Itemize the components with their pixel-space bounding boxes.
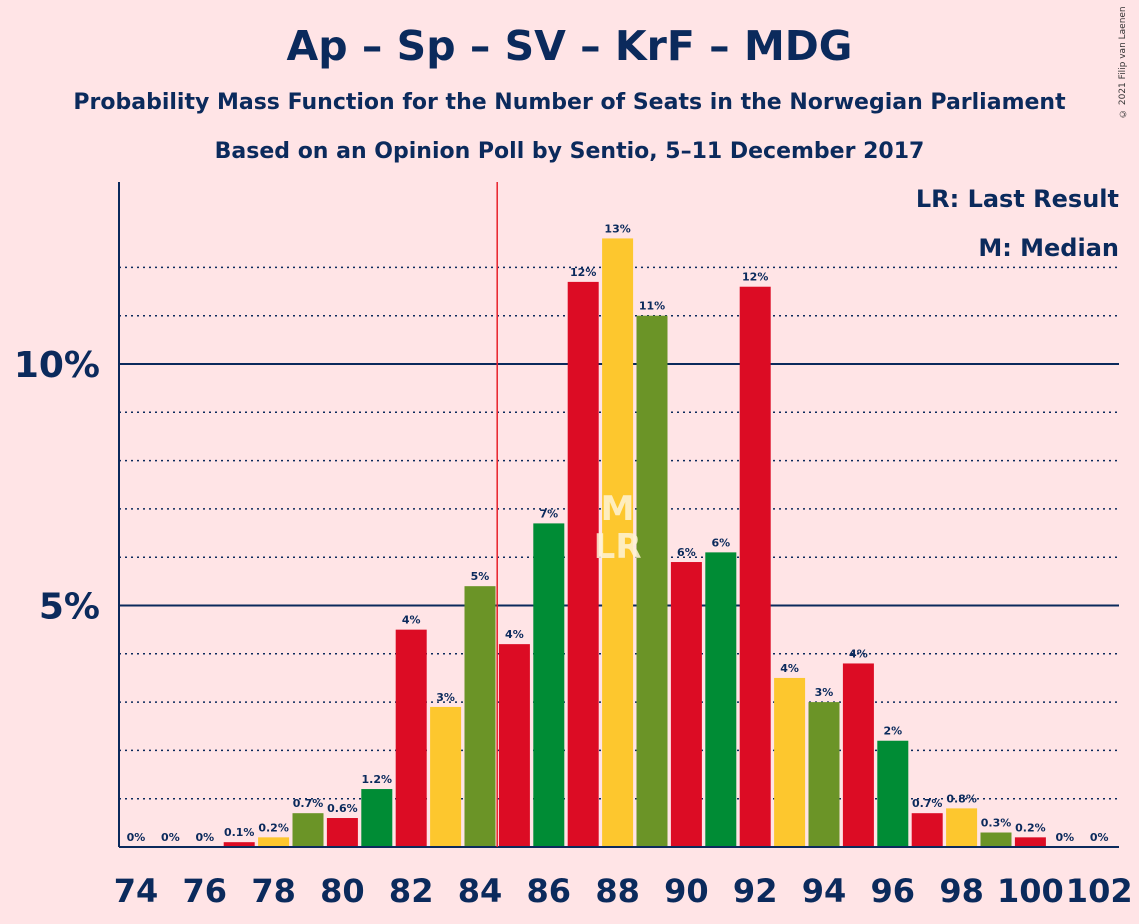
bar-seat-87: [567, 281, 599, 847]
bar-seat-94: [808, 702, 840, 847]
bar-seat-95: [842, 663, 874, 847]
bar-seat-86: [533, 523, 565, 847]
x-tick-label: 92: [733, 872, 778, 910]
bar-label-seat-79: 0.7%: [293, 797, 324, 810]
legend-last-result: LR: Last Result: [915, 185, 1119, 213]
x-tick-label: 76: [183, 872, 228, 910]
bar-seat-83: [430, 706, 462, 847]
chart-title: Ap – Sp – SV – KrF – MDG: [286, 22, 853, 70]
bar-value-labels: 0% 0% 0% 0.1% 0.2%0.7% 0.6%1.2%4%3%5%4%7%12%1…: [127, 222, 1109, 844]
bar-label-seat-78: 0.2%: [258, 821, 289, 834]
bar-seat-100: [1014, 837, 1046, 847]
y-tick-label: 5%: [39, 587, 100, 628]
bar-seat-84: [464, 586, 496, 847]
bar-seat-99: [980, 832, 1012, 847]
bar-seat-91: [705, 552, 737, 847]
bar-label-seat-98: 0.8%: [946, 792, 977, 805]
bar-label-seat-85: 4%: [505, 628, 524, 641]
bar-label-seat-80: 0.6%: [327, 802, 358, 815]
x-tick-label: 84: [458, 872, 503, 910]
bar-seat-89: [636, 315, 668, 847]
bar-seat-85: [498, 644, 530, 847]
x-tick-label: 102: [1066, 872, 1133, 910]
bars: [223, 238, 1046, 848]
bar-seat-82: [395, 629, 427, 847]
y-tick-label: 10%: [14, 345, 100, 386]
bar-label-seat-86: 7%: [539, 507, 558, 520]
bar-seat-79: [292, 813, 324, 847]
bar-label-seat-94: 3%: [815, 686, 834, 699]
bar-label-seat-92: 12%: [742, 271, 768, 284]
bar-label-seat-96: 2%: [883, 725, 902, 738]
bar-label-seat-99: 0.3%: [981, 817, 1012, 830]
x-tick-label: 82: [389, 872, 434, 910]
bar-label-seat-97: 0.7%: [912, 797, 943, 810]
median-marker: M: [601, 489, 635, 529]
bar-label-seat-83: 3%: [436, 691, 455, 704]
x-tick-label: 88: [595, 872, 640, 910]
bar-label-seat-74: 0%: [127, 831, 146, 844]
bar-label-seat-95: 4%: [849, 647, 868, 660]
bar-label-seat-88: 13%: [604, 222, 630, 235]
x-tick-label: 86: [527, 872, 572, 910]
axes: [118, 182, 1119, 848]
bar-seat-92: [739, 286, 771, 848]
x-tick-label: 74: [114, 872, 159, 910]
bar-seat-78: [258, 837, 290, 847]
bar-label-seat-90: 6%: [677, 546, 696, 559]
bar-label-seat-76: 0%: [195, 831, 214, 844]
bar-seat-97: [911, 813, 943, 847]
x-tick-label: 94: [802, 872, 847, 910]
legend-median: M: Median: [978, 234, 1119, 262]
tick-labels: 5% 10% 74 76 78 80 82 84 86 88 90 92 94 96 98 100 102: [14, 345, 1133, 910]
bar-label-seat-102: 0%: [1090, 831, 1109, 844]
x-tick-label: 80: [320, 872, 365, 910]
chart-source-line: Based on an Opinion Poll by Sentio, 5–11…: [214, 139, 925, 164]
bar-seat-90: [670, 562, 702, 847]
median-last-result-markers: MLR: [496, 182, 642, 847]
bar-label-seat-75: 0%: [161, 831, 180, 844]
bar-label-seat-89: 11%: [639, 300, 665, 313]
last-result-marker: LR: [594, 527, 642, 567]
bar-label-seat-93: 4%: [780, 662, 799, 675]
bar-seat-81: [361, 789, 393, 847]
x-tick-label: 100: [997, 872, 1064, 910]
bar-label-seat-91: 6%: [711, 536, 730, 549]
bar-label-seat-77: 0.1%: [224, 826, 255, 839]
bar-seat-96: [877, 740, 909, 847]
bar-label-seat-100: 0.2%: [1015, 821, 1046, 834]
x-tick-label: 90: [664, 872, 709, 910]
bar-seat-98: [946, 808, 978, 847]
bar-label-seat-101: 0%: [1055, 831, 1074, 844]
bar-seat-77: [223, 842, 255, 847]
x-tick-label: 98: [939, 872, 984, 910]
x-tick-label: 78: [251, 872, 296, 910]
x-tick-label: 96: [871, 872, 916, 910]
chart-subtitle: Probability Mass Function for the Number…: [73, 90, 1066, 115]
bar-label-seat-82: 4%: [402, 614, 421, 627]
bar-seat-88: [602, 238, 634, 848]
bar-seat-80: [326, 818, 358, 847]
bar-label-seat-87: 12%: [570, 266, 596, 279]
bar-label-seat-81: 1.2%: [362, 773, 393, 786]
bar-seat-93: [774, 677, 806, 847]
bar-label-seat-84: 5%: [471, 570, 490, 583]
